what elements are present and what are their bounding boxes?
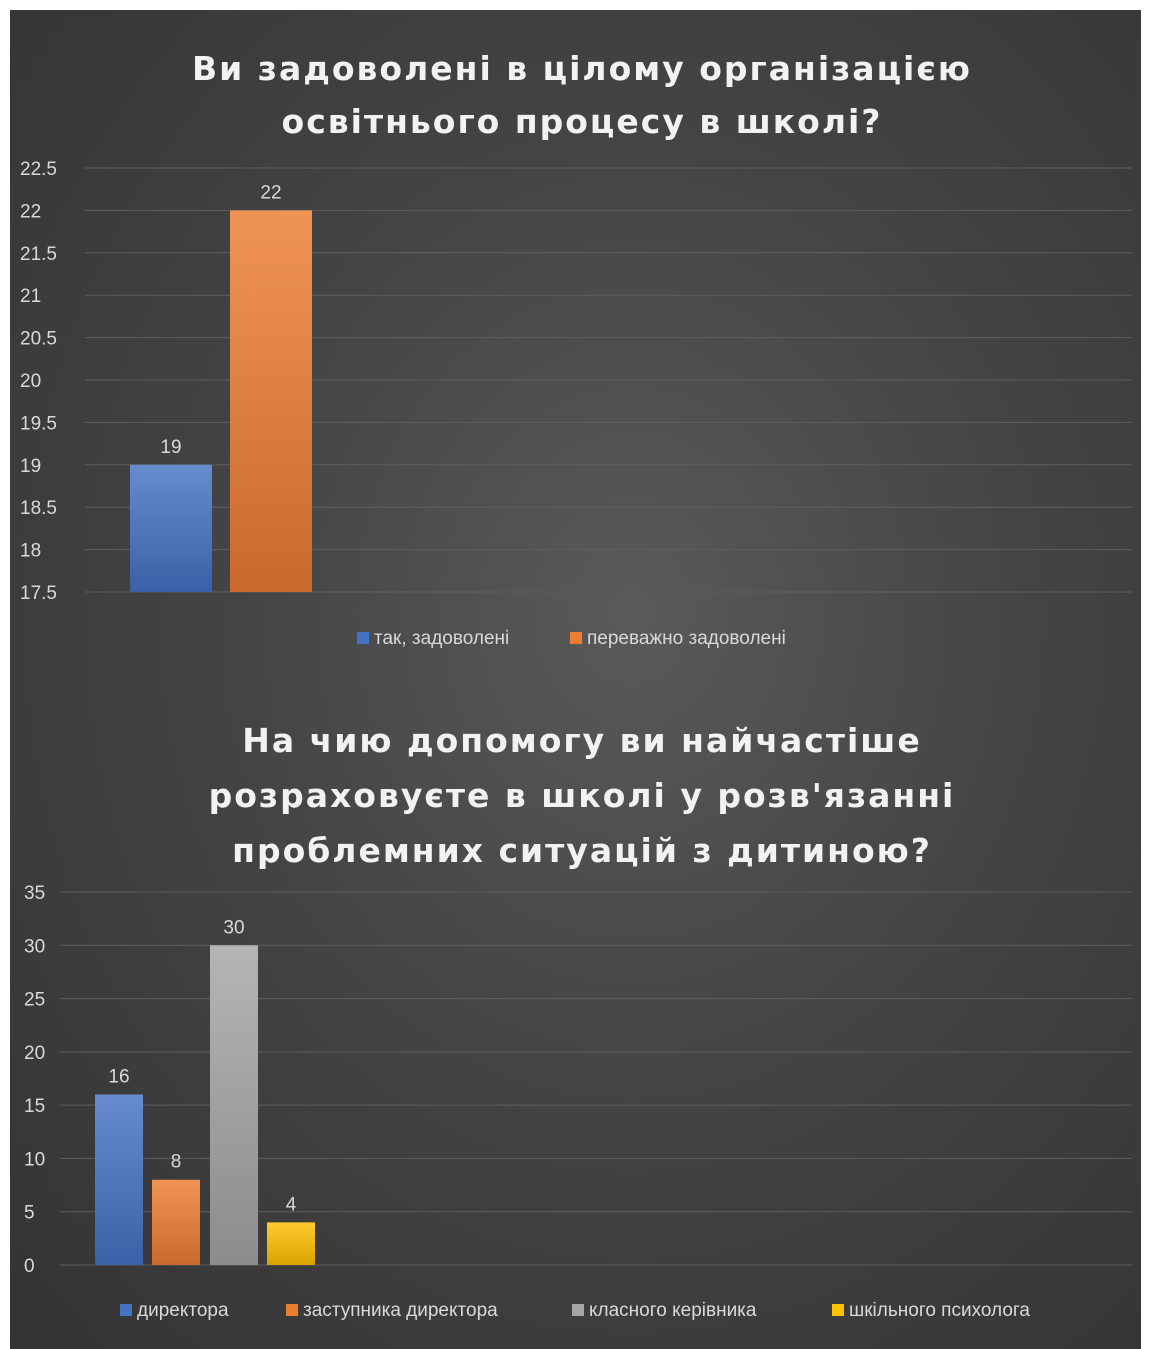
legend-swatch [832, 1304, 844, 1316]
y-tick-label: 22.5 [20, 159, 57, 180]
chart-title-line: На чию допомогу ви найчастіше [242, 721, 921, 760]
legend-swatch [286, 1304, 298, 1316]
y-tick-label: 19.5 [20, 413, 57, 434]
legend-label: директора [137, 1300, 229, 1321]
data-label: 8 [171, 1152, 182, 1173]
y-tick-label: 10 [24, 1149, 45, 1170]
data-label: 19 [160, 437, 181, 458]
legend-label: так, задоволені [374, 628, 509, 649]
y-tick-label: 15 [24, 1096, 45, 1117]
y-tick-label: 25 [24, 990, 45, 1011]
bar [267, 1222, 315, 1265]
y-tick-label: 20 [20, 371, 41, 392]
legend-label: заступника директора [303, 1300, 498, 1321]
chart-help-source: На чию допомогу ви найчастіше розраховує… [24, 721, 1132, 1321]
legend-swatch [120, 1304, 132, 1316]
bar [210, 945, 258, 1265]
chart-panel: Ви задоволені в цілому організацією осві… [10, 10, 1141, 1349]
y-tick-label: 18 [20, 541, 41, 562]
bars [95, 945, 315, 1265]
chart-title-line: розраховуєте в школі у розв'язанні [209, 776, 956, 815]
chart-title-line: освітнього процесу в школі? [282, 102, 883, 141]
y-tick-label: 0 [24, 1256, 35, 1277]
chart-title: На чию допомогу ви найчастіше розраховує… [209, 721, 956, 870]
legend-swatch [572, 1304, 584, 1316]
chart-title-line: проблемних ситуацій з дитиною? [232, 831, 932, 870]
bar [152, 1179, 200, 1265]
y-tick-label: 20 [24, 1043, 45, 1064]
y-axis-ticks: 35 30 25 20 15 10 5 0 [24, 883, 45, 1277]
legend: директора заступника директора класного ке… [120, 1300, 1030, 1321]
bars [130, 210, 312, 592]
legend-swatch [357, 632, 369, 644]
data-label: 16 [108, 1066, 129, 1087]
y-tick-label: 19 [20, 456, 41, 477]
page-header [0, 0, 1151, 10]
bar [130, 464, 212, 592]
data-label: 4 [286, 1194, 297, 1215]
chart-title: Ви задоволені в цілому організацією осві… [192, 49, 972, 141]
y-tick-label: 22 [20, 201, 41, 222]
data-label: 30 [223, 917, 244, 938]
chart-title-line: Ви задоволені в цілому організацією [192, 49, 972, 88]
y-tick-label: 20.5 [20, 329, 57, 350]
y-tick-label: 18.5 [20, 498, 57, 519]
y-tick-label: 21 [20, 286, 41, 307]
legend-label: шкільного психолога [849, 1300, 1030, 1321]
legend: так, задоволені переважно задоволені [357, 628, 786, 649]
legend-label: переважно задоволені [587, 628, 786, 649]
y-axis-ticks: 22.5 22 21.5 21 20.5 20 19.5 19 18.5 18 17.5 [20, 159, 57, 604]
data-labels: 16 8 30 4 [108, 917, 296, 1215]
legend-label: класного керівника [589, 1300, 757, 1321]
bar [230, 210, 312, 592]
charts-canvas: Ви задоволені в цілому організацією осві… [20, 49, 1132, 1321]
legend-swatch [570, 632, 582, 644]
y-tick-label: 21.5 [20, 244, 57, 265]
y-tick-label: 35 [24, 883, 45, 904]
bar [95, 1094, 143, 1265]
chart-satisfaction: Ви задоволені в цілому організацією осві… [20, 49, 1132, 649]
y-tick-label: 5 [24, 1203, 35, 1224]
data-label: 22 [260, 182, 281, 203]
y-tick-label: 30 [24, 936, 45, 957]
y-tick-label: 17.5 [20, 583, 57, 604]
